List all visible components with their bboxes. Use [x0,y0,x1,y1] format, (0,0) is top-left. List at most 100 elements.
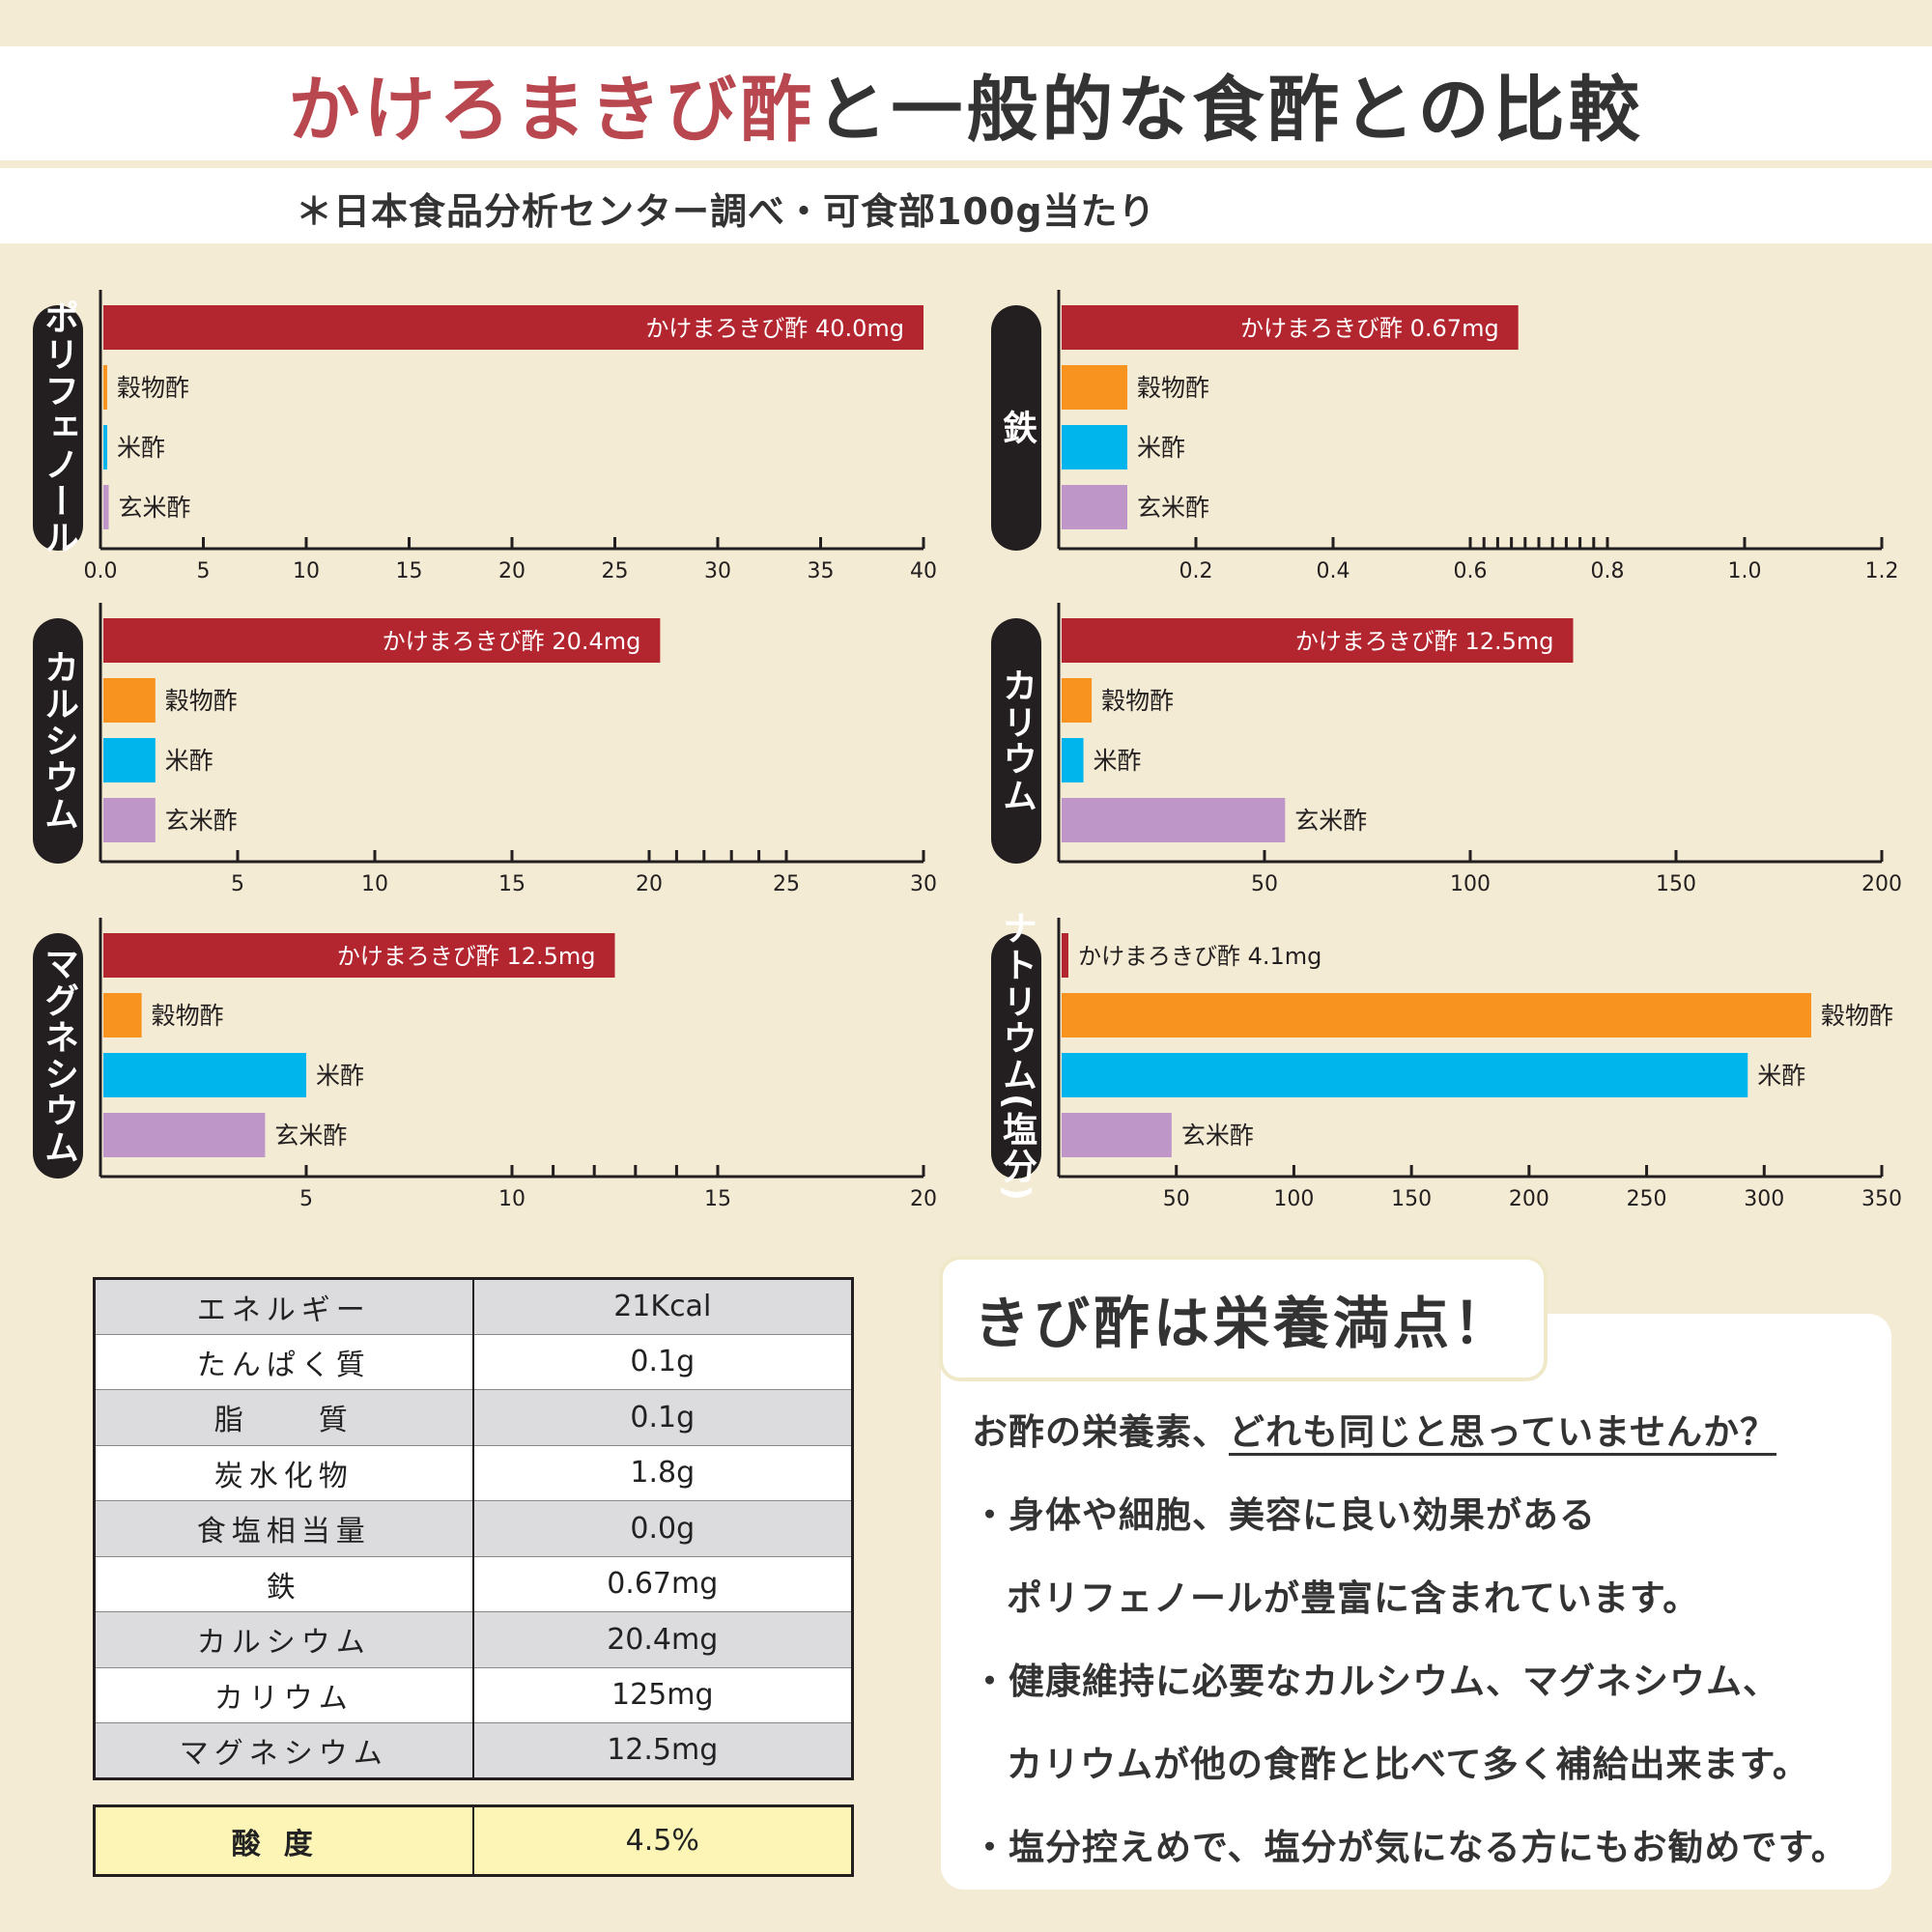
bar-grain [1062,993,1811,1037]
bar-kakeroma [1062,618,1574,663]
x-tick-label: 150 [1656,872,1696,896]
chart-label-tab: カルシウム [33,618,83,864]
table-row: 食塩相当量 0.0g [94,1500,853,1557]
bar-brown-rice [103,485,109,529]
subtitle: ＊日本食品分析センター調べ・可食部100g当たり [296,190,1156,233]
x-tick-label: 10 [498,1187,526,1211]
subtitle-band: ＊日本食品分析センター調べ・可食部100g当たり [0,168,1932,243]
title-accent: かけろまきび酢 [288,68,816,152]
bar-brown-rice [103,798,156,842]
table-row: 炭水化物 1.8g [94,1445,853,1501]
table-row: マグネシウム 12.5mg [94,1722,853,1779]
bar-kakeroma [103,305,923,350]
bar-label: 玄米酢 [274,1122,347,1150]
bar-grain [1062,365,1127,410]
bar-rice [103,1053,306,1097]
chart-magnesium: マグネシウム かけまろきび酢 12.5mg 穀物酢 米酢 玄米酢 5 10 15 20 [0,918,966,1227]
bar-label: 穀物酢 [1101,687,1174,715]
x-tick-label: 20 [910,1187,937,1211]
bar-label: かけまろきび酢 12.5mg [337,943,596,970]
bar-brown-rice [103,1113,266,1157]
x-tick-label: 300 [1744,1187,1784,1211]
chart-calcium: カルシウム かけまろきび酢 20.4mg 穀物酢 米酢 玄米酢 5 10 15 20 25 30 [0,603,966,912]
info-title-tab: きび酢は栄養満点！ [939,1256,1548,1381]
bar-kakeroma [1062,305,1519,350]
bar-label: 穀物酢 [165,687,238,715]
x-tick-label: 1.0 [1728,559,1762,583]
bar-label: 玄米酢 [165,807,238,835]
bar-label: かけまろきび酢 12.5mg [1295,628,1554,655]
x-tick-label: 5 [197,559,211,583]
nutrient-value: 125mg [472,1667,853,1723]
x-tick-label: 200 [1509,1187,1549,1211]
chart-label: ポリフェノール [39,299,78,556]
x-tick-label: 0.6 [1454,559,1488,583]
nutrient-value: 0.67mg [472,1556,853,1612]
title-rest: と一般的な食酢との比較 [815,68,1644,152]
info-lead-plain: お酢の栄養素、 [972,1411,1229,1453]
x-tick-label: 0.2 [1179,559,1213,583]
x-tick-label: 0.4 [1317,559,1350,583]
bar-label: 穀物酢 [1137,374,1209,402]
x-tick-label: 100 [1273,1187,1314,1211]
x-tick-label: 10 [361,872,388,896]
bar-label: 玄米酢 [119,494,191,522]
acidity-label: 酸度 [94,1805,474,1876]
x-tick-label: 50 [1251,872,1278,896]
nutrient-label: たんぱく質 [94,1334,474,1390]
bar-rice [1062,425,1127,469]
info-bullet: ポリフェノールが豊富に含まれています。 [1007,1577,1700,1619]
nutrient-value: 1.8g [472,1445,853,1501]
bar-rice [1062,1053,1748,1097]
bar-label: 玄米酢 [1181,1122,1254,1150]
x-tick-label: 15 [498,872,526,896]
chart-label-tab: ポリフェノール [33,299,83,556]
nutrient-value: 0.1g [472,1389,853,1446]
chart-label-tab: マグネシウム [33,933,83,1179]
info-title: きび酢は栄養満点！ [973,1291,1513,1356]
info-lead: お酢の栄養素、どれも同じと思っていませんか？ [972,1403,1777,1456]
page-title: かけろまきび酢と一般的な食酢との比較 [288,52,1643,156]
bar-label: 玄米酢 [1137,494,1209,522]
x-tick-label: 20 [636,872,663,896]
chart-label: カルシウム [39,649,78,833]
info-bullet: ・塩分控えめで、塩分が気になる方にもお勧めです。 [972,1827,1848,1868]
nutrient-label: 脂 質 [94,1389,474,1446]
bar-brown-rice [1062,798,1286,842]
nutrient-label: 炭水化物 [94,1445,474,1501]
table-row: カリウム 125mg [94,1667,853,1723]
title-band: かけろまきび酢と一般的な食酢との比較 [0,46,1932,160]
bar-label: 米酢 [1757,1062,1805,1090]
bar-label: かけまろきび酢 40.0mg [645,315,904,342]
bar-kakeroma [103,933,615,978]
bar-rice [103,738,156,782]
x-tick-label: 350 [1861,1187,1902,1211]
table-row: 脂 質 0.1g [94,1389,853,1446]
bar-grain [1062,678,1093,723]
bar-brown-rice [1062,485,1127,529]
nutrient-value: 20.4mg [472,1611,853,1668]
x-tick-label: 5 [231,872,244,896]
bar-kakeroma [103,618,661,663]
chart-polyphenol: ポリフェノール かけまろきび酢 40.0mg 穀物酢 米酢 玄米酢 0.0 5 10 15 20… [0,290,966,599]
nutrient-label: エネルギー [94,1278,474,1335]
x-tick-label: 25 [602,559,629,583]
bar-label: 米酢 [1137,434,1185,462]
nutrient-value: 0.0g [472,1500,853,1557]
chart-label: マグネシウム [39,946,78,1166]
x-tick-label: 50 [1163,1187,1190,1211]
info-bullet: ・健康維持に必要なカルシウム、マグネシウム、 [972,1661,1779,1702]
bar-label: かけまろきび酢 20.4mg [383,628,641,655]
acidity-value: 4.5% [472,1805,853,1876]
x-tick-label: 100 [1450,872,1491,896]
bar-label: 玄米酢 [1294,807,1367,835]
chart-label-tab: カリウム [991,618,1041,864]
info-bullet: ・身体や細胞、美容に良い効果がある [972,1494,1596,1536]
chart-label: ナトリウム(塩分) [997,909,1037,1203]
x-tick-label: 5 [299,1187,313,1211]
bar-label: かけまろきび酢 4.1mg [1078,943,1321,970]
